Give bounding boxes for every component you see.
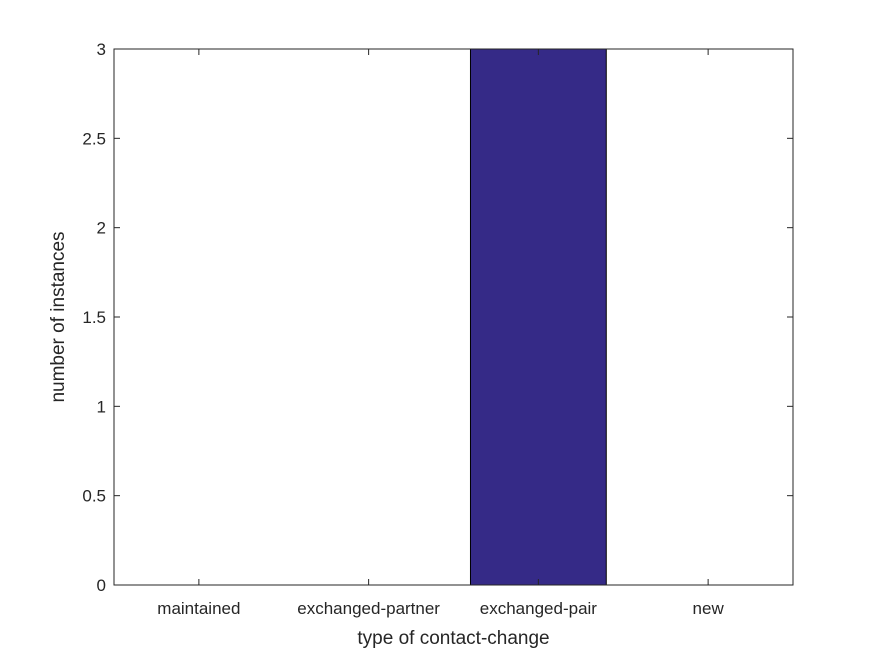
y-tick-label: 2 [97,219,106,238]
bar-exchanged-pair [469,48,607,586]
y-tick-label: 0 [97,576,106,595]
x-tick-label: exchanged-pair [480,599,598,618]
y-tick-label: 0.5 [82,487,106,506]
y-tick-label: 3 [97,40,106,59]
x-axis-label: type of contact-change [357,628,549,649]
y-axis-label: number of instances [48,231,69,402]
x-tick-label: exchanged-partner [297,599,440,618]
y-tick-label: 1 [97,397,106,416]
y-tick-label: 1.5 [82,308,106,327]
axes-background [114,49,793,585]
y-tick-label: 2.5 [82,129,106,148]
x-tick-label: new [693,599,725,618]
x-tick-label: maintained [157,599,240,618]
